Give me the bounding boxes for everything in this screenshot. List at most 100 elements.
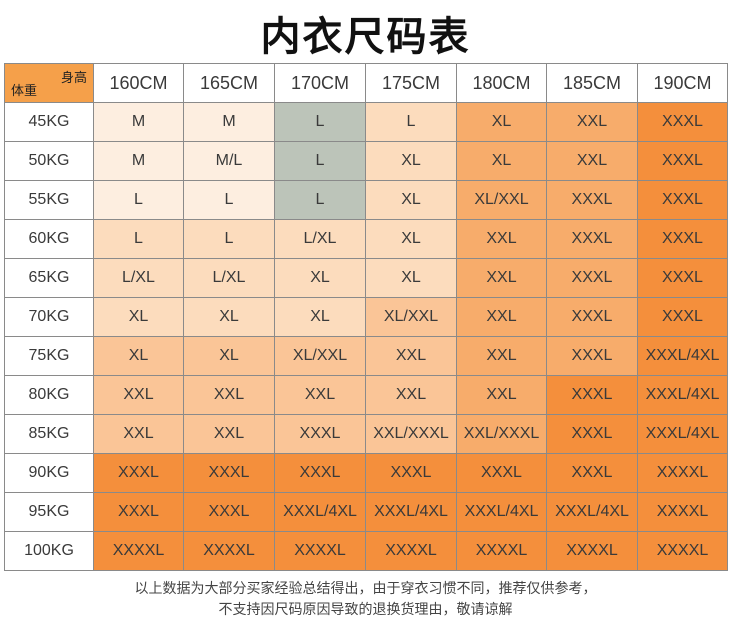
size-cell: XXXL	[546, 180, 638, 220]
weight-cell: 65KG	[4, 258, 94, 298]
table-row: 50KG M M/L L XL XL XXL XXXL	[4, 141, 728, 181]
table-row: 85KG XXL XXL XXXL XXL/XXXL XXL/XXXL XXXL XXXL/4…	[4, 414, 728, 454]
weight-cell: 90KG	[4, 453, 94, 493]
size-cell: XXL	[274, 375, 366, 415]
size-cell: M	[93, 102, 184, 142]
height-header: 160CM	[93, 63, 184, 103]
table-row: 90KG XXXL XXXL XXXL XXXL XXXL XXXL XXXXL	[4, 453, 728, 493]
size-cell: XXXL	[637, 297, 728, 337]
size-cell: XXL	[183, 375, 275, 415]
size-cell: L	[274, 141, 366, 181]
size-cell: XXXL	[637, 219, 728, 259]
size-cell: XXL	[456, 219, 547, 259]
size-cell: L	[93, 180, 184, 220]
size-cell: XXXL/4XL	[637, 375, 728, 415]
size-cell: XXL	[456, 375, 547, 415]
size-cell: XL	[274, 297, 366, 337]
size-chart-table: 身高 体重 160CM 165CM 170CM 175CM 180CM 185C…	[4, 63, 728, 571]
size-cell: XXXXL	[93, 531, 184, 571]
size-cell: M	[183, 102, 275, 142]
size-cell: XL/XXL	[456, 180, 547, 220]
size-cell: XXXL	[183, 492, 275, 532]
weight-cell: 85KG	[4, 414, 94, 454]
size-cell: XL	[93, 297, 184, 337]
weight-label: 体重	[11, 84, 38, 99]
table-row: 55KG L L L XL XL/XXL XXXL XXXL	[4, 180, 728, 220]
size-cell: XXXL	[637, 141, 728, 181]
size-cell: XL	[93, 336, 184, 376]
height-header: 190CM	[637, 63, 728, 103]
size-cell: XXL	[365, 336, 457, 376]
size-cell: XXXL/4XL	[274, 492, 366, 532]
weight-cell: 70KG	[4, 297, 94, 337]
size-cell: XXXL/4XL	[546, 492, 638, 532]
footnote-line-2: 不支持因尺码原因导致的退换货理由，敬请谅解	[218, 602, 513, 618]
size-cell: XXXL	[546, 219, 638, 259]
weight-cell: 80KG	[4, 375, 94, 415]
size-cell: XXXL	[637, 258, 728, 298]
size-cell: XXXL/4XL	[456, 492, 547, 532]
weight-cell: 45KG	[4, 102, 94, 142]
size-cell: XXXL/4XL	[365, 492, 457, 532]
size-cell: XL/XXL	[365, 297, 457, 337]
size-cell: L/XL	[93, 258, 184, 298]
size-cell: XXL/XXXL	[456, 414, 547, 454]
size-cell: XXXL/4XL	[637, 414, 728, 454]
size-cell: XL	[274, 258, 366, 298]
size-cell: M/L	[183, 141, 275, 181]
size-cell: XXXL	[456, 453, 547, 493]
size-cell: XXXL	[93, 453, 184, 493]
size-cell: L	[183, 180, 275, 220]
size-cell: XXL	[365, 375, 457, 415]
size-cell: XXXXL	[637, 492, 728, 532]
table-row: 70KG XL XL XL XL/XXL XXL XXXL XXXL	[4, 297, 728, 337]
size-cell: XL	[456, 102, 547, 142]
size-cell: XXXL	[546, 453, 638, 493]
size-cell: XXXXL	[274, 531, 366, 571]
size-cell: XXXL	[546, 297, 638, 337]
page-title: 内衣尺码表	[260, 14, 471, 60]
size-cell: XXL	[183, 414, 275, 454]
size-cell: XL	[365, 219, 457, 259]
size-cell: L	[183, 219, 275, 259]
size-cell: XL/XXL	[274, 336, 366, 376]
weight-cell: 75KG	[4, 336, 94, 376]
size-cell: L	[274, 102, 366, 142]
weight-cell: 50KG	[4, 141, 94, 181]
weight-cell: 100KG	[4, 531, 94, 571]
size-cell: XXXL	[546, 414, 638, 454]
height-label: 身高	[60, 71, 87, 86]
size-cell: XL	[183, 336, 275, 376]
size-cell: XXXL	[637, 102, 728, 142]
size-cell: L	[274, 180, 366, 220]
weight-cell: 55KG	[4, 180, 94, 220]
header-row: 身高 体重 160CM 165CM 170CM 175CM 180CM 185C…	[4, 63, 728, 103]
size-cell: XXXXL	[456, 531, 547, 571]
size-cell: XXXXL	[637, 531, 728, 571]
height-header: 180CM	[456, 63, 547, 103]
size-cell: L/XL	[183, 258, 275, 298]
size-cell: XL	[456, 141, 547, 181]
size-cell: M	[93, 141, 184, 181]
table-row: 95KG XXXL XXXL XXXL/4XL XXXL/4XL XXXL/4XL XXXL…	[4, 492, 728, 532]
size-cell: XXL	[546, 102, 638, 142]
size-cell: XL	[365, 180, 457, 220]
size-cell: XXXXL	[365, 531, 457, 571]
size-cell: XXXXL	[183, 531, 275, 571]
size-cell: XXXL	[365, 453, 457, 493]
size-cell: XL	[183, 297, 275, 337]
size-cell: XL	[365, 141, 457, 181]
size-cell: L/XL	[274, 219, 366, 259]
height-header: 185CM	[546, 63, 638, 103]
size-cell: XL	[365, 258, 457, 298]
size-cell: XXXL	[274, 453, 366, 493]
size-cell: XXXL	[93, 492, 184, 532]
size-cell: XXXXL	[546, 531, 638, 571]
size-cell: XXXL	[546, 336, 638, 376]
size-cell: XXXXL	[637, 453, 728, 493]
size-cell: XXXL	[183, 453, 275, 493]
size-cell: XXXL	[637, 180, 728, 220]
table-row: 60KG L L L/XL XL XXL XXXL XXXL	[4, 219, 728, 259]
size-cell: XXXL	[274, 414, 366, 454]
size-cell: L	[93, 219, 184, 259]
